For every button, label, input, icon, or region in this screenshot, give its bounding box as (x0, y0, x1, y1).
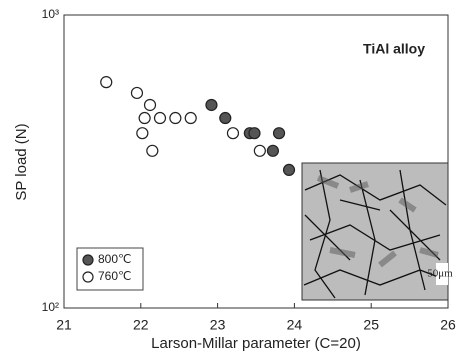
data-point (267, 145, 278, 156)
data-point (284, 164, 295, 175)
data-point (155, 113, 166, 124)
data-point (131, 87, 142, 98)
data-point (274, 128, 285, 139)
page: 50μm TiAl alloy Larson-Millar parameter … (0, 0, 476, 359)
legend-marker (83, 272, 93, 282)
data-point (145, 99, 156, 110)
data-point (249, 128, 260, 139)
data-point (139, 113, 150, 124)
chart: 50μm TiAl alloy Larson-Millar parameter … (0, 0, 476, 354)
x-tick-label: 25 (363, 317, 379, 333)
data-point (170, 113, 181, 124)
data-point (101, 77, 112, 88)
annotation: TiAl alloy (363, 41, 425, 57)
data-point (185, 113, 196, 124)
y-axis-label: SP load (N) (13, 123, 30, 200)
x-tick-label: 26 (440, 317, 456, 333)
scale-bar-label: 50μm (427, 268, 453, 280)
inset-micrograph (302, 163, 448, 300)
data-point (220, 113, 231, 124)
legend-label: 760℃ (98, 269, 132, 283)
x-tick-label: 22 (133, 317, 149, 333)
data-point (206, 99, 217, 110)
x-tick-label: 23 (210, 317, 226, 333)
x-tick-label: 21 (56, 317, 72, 333)
y-tick-label: 10³ (42, 7, 59, 21)
x-tick-label: 24 (287, 317, 303, 333)
data-point (137, 128, 148, 139)
data-point (147, 145, 158, 156)
x-axis-label: Larson-Millar parameter (C=20) (151, 335, 361, 352)
data-point (227, 128, 238, 139)
legend-marker (83, 255, 93, 265)
y-tick-label: 10² (42, 300, 59, 314)
data-point (254, 145, 265, 156)
legend-label: 800℃ (98, 252, 132, 266)
